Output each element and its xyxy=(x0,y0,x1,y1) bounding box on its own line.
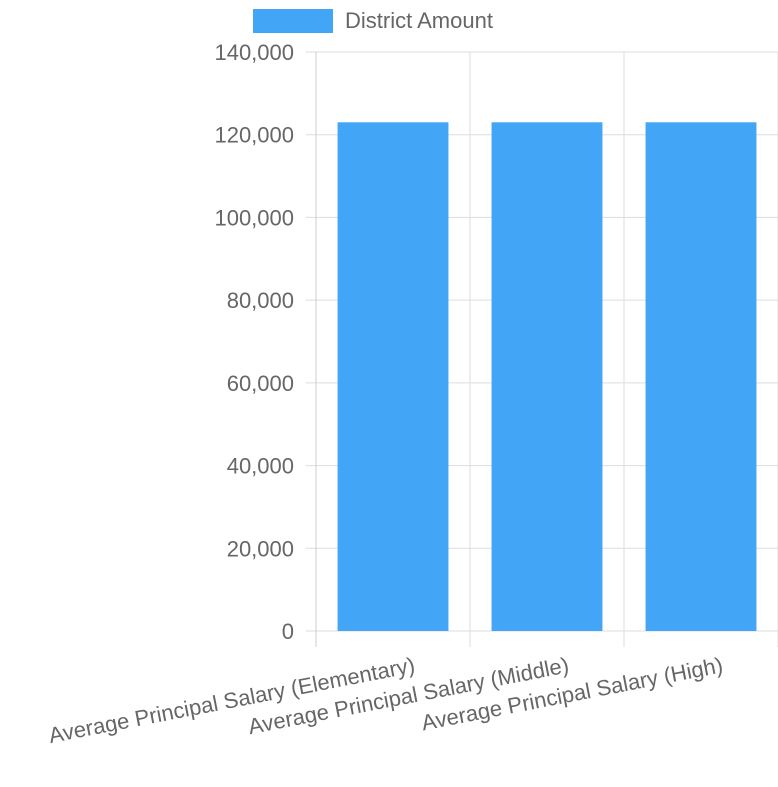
legend[interactable]: District Amount xyxy=(253,8,493,33)
bar[interactable] xyxy=(645,122,757,632)
legend-swatch-district-amount[interactable] xyxy=(253,9,333,33)
bars xyxy=(337,122,757,632)
y-tick-label: 120,000 xyxy=(214,123,294,148)
y-tick-label: 40,000 xyxy=(227,454,294,479)
y-tick-label: 140,000 xyxy=(214,40,294,65)
y-tick-label: 20,000 xyxy=(227,536,294,561)
bar[interactable] xyxy=(491,122,603,632)
y-tick-label: 0 xyxy=(282,619,294,644)
y-tick-label: 60,000 xyxy=(227,371,294,396)
legend-label-district-amount[interactable]: District Amount xyxy=(345,8,493,33)
y-tick-label: 80,000 xyxy=(227,288,294,313)
bar[interactable] xyxy=(337,122,449,632)
y-tick-label: 100,000 xyxy=(214,205,294,230)
y-axis: 0 20,000 40,000 60,000 80,000 100,000 120,000 1… xyxy=(214,40,294,644)
x-axis: Average Principal Salary (Elementary)Ave… xyxy=(46,652,724,748)
